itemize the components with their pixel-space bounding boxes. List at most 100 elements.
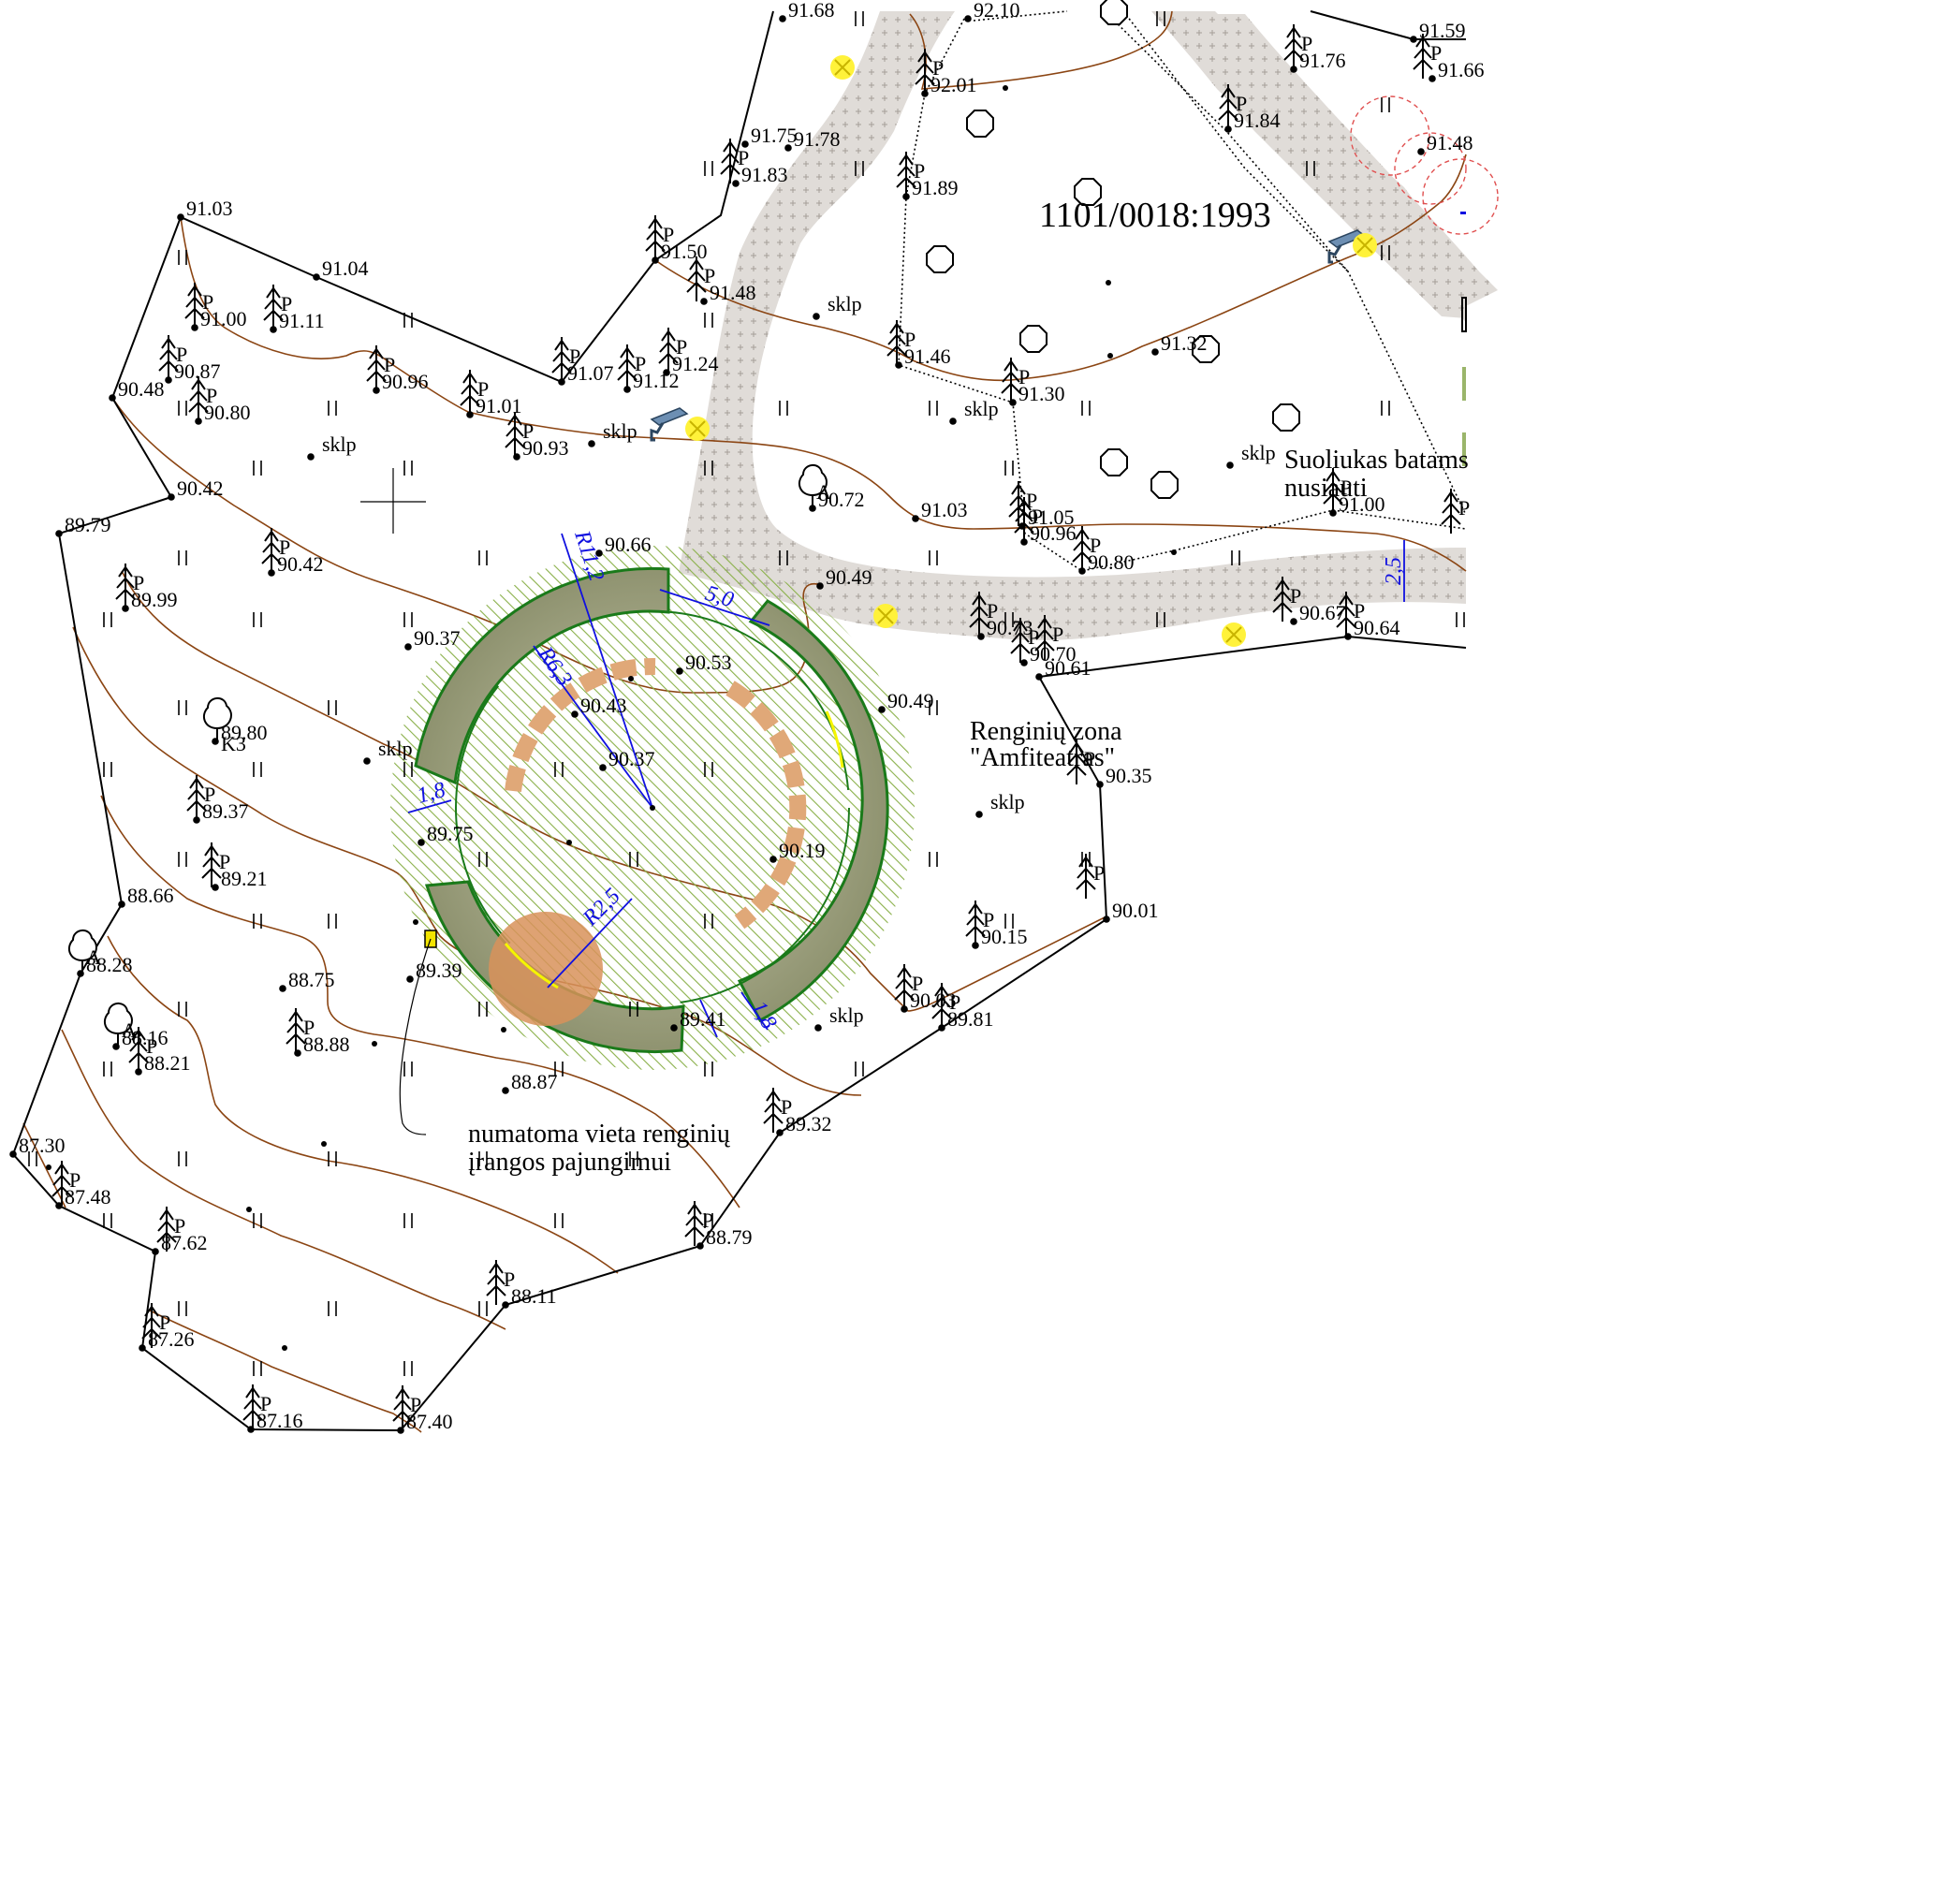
survey-dot xyxy=(246,1207,252,1212)
tree-code-label: P xyxy=(1032,505,1043,528)
elevation-label: 90.37 xyxy=(608,747,655,770)
grass-symbol xyxy=(1004,460,1014,476)
lamp-icon xyxy=(684,416,711,442)
tree-code-label: P xyxy=(504,1267,515,1291)
survey-point xyxy=(595,549,603,557)
survey-point xyxy=(118,901,125,908)
tree-code-label: K3 xyxy=(221,732,246,755)
tree-code-label: P xyxy=(1458,496,1470,520)
amphitheatre-label-line1: Renginių zona xyxy=(970,717,1122,746)
survey-dot xyxy=(650,805,655,811)
tree-code-label: P xyxy=(738,146,749,169)
tree-code-label: P xyxy=(635,352,646,375)
grass-symbol xyxy=(403,460,413,476)
tree-code-label: P xyxy=(663,223,674,246)
basement-label: sklp xyxy=(603,419,637,443)
survey-point xyxy=(418,839,425,846)
tree-code-label: A xyxy=(816,480,831,504)
elevation-label: 91.03 xyxy=(186,197,233,220)
elevation-label: 90.80 xyxy=(204,401,251,424)
grass-symbol xyxy=(929,549,938,566)
elevation-label: 90.67 xyxy=(1299,601,1346,624)
elevation-label: 90.87 xyxy=(174,359,221,383)
elevation-label: 89.21 xyxy=(221,867,268,890)
tree-code-label: P xyxy=(146,1034,157,1058)
tree-code-label: P xyxy=(1301,32,1312,55)
survey-point xyxy=(1429,75,1436,82)
tree-code-label: P xyxy=(477,377,489,401)
elevation-label: 88.87 xyxy=(511,1070,558,1093)
basement-label: sklp xyxy=(829,1003,864,1027)
tree-code-label: P xyxy=(904,328,916,351)
survey-point xyxy=(9,1150,17,1158)
elevation-label: 88.75 xyxy=(288,968,335,991)
survey-dot xyxy=(628,676,634,681)
elevation-label: 89.39 xyxy=(416,959,462,982)
tree-code-label: P xyxy=(1052,622,1063,646)
survey-dot xyxy=(501,1027,506,1033)
survey-point xyxy=(670,1024,678,1032)
elevation-label: 88.16 xyxy=(122,1026,168,1049)
survey-dot xyxy=(1003,85,1008,91)
lamp-icon xyxy=(1221,622,1247,648)
elevation-label: 88.88 xyxy=(303,1033,350,1056)
survey-point xyxy=(741,140,749,148)
tree-code-label: P xyxy=(204,783,215,806)
survey-point xyxy=(1410,36,1417,43)
camera-icon xyxy=(650,406,689,442)
survey-point xyxy=(279,985,286,992)
elevation-label: 91.07 xyxy=(567,361,614,385)
survey-point xyxy=(55,1202,63,1209)
basement-point xyxy=(975,811,983,818)
survey-dot xyxy=(566,840,572,845)
survey-point xyxy=(779,15,786,22)
elevation-label: 91.89 xyxy=(912,176,959,199)
elevation-label: 87.62 xyxy=(161,1231,208,1254)
grass-symbol xyxy=(328,1300,337,1317)
tree-code-label: P xyxy=(174,1214,185,1238)
tree-code-label: P xyxy=(1093,861,1105,885)
grass-symbol xyxy=(704,160,713,177)
elevation-label: 90.53 xyxy=(685,651,732,674)
tree-code-label: P xyxy=(133,571,144,594)
grass-symbol xyxy=(704,312,713,329)
grass-symbol xyxy=(253,1360,262,1377)
grass-symbol xyxy=(178,1300,187,1317)
grass-symbol xyxy=(253,761,262,778)
elevation-label: 91.30 xyxy=(1018,382,1065,405)
elevation-label: 89.81 xyxy=(947,1007,994,1031)
tree-code-label: P xyxy=(1341,476,1352,499)
tree-code-label: P xyxy=(914,159,925,183)
grass-symbol xyxy=(779,400,788,417)
bench-label-line1: Suoliukas batams xyxy=(1284,446,1469,475)
elevation-label: 91.01 xyxy=(476,394,522,417)
grass-symbol xyxy=(554,1212,564,1229)
conifer-tree-icon xyxy=(1001,357,1021,403)
power-label-line2: įrangos pajungimui xyxy=(468,1148,671,1177)
survey-point xyxy=(784,144,792,152)
elevation-label: 90.48 xyxy=(118,377,165,401)
survey-point xyxy=(912,515,919,522)
grass-symbol xyxy=(403,1212,413,1229)
survey-point xyxy=(152,1248,159,1255)
survey-point xyxy=(878,706,886,713)
grass-symbol xyxy=(103,761,112,778)
survey-point xyxy=(1417,148,1425,155)
survey-dot xyxy=(282,1345,287,1351)
elevation-label: 91.03 xyxy=(921,498,968,521)
elevation-label: 91.12 xyxy=(633,369,680,392)
dim-path-width: 2,5 xyxy=(1382,557,1406,585)
power-label-line1: numatoma vieta renginių xyxy=(468,1120,731,1149)
basement-point xyxy=(363,757,371,765)
survey-point xyxy=(816,582,824,590)
tree-code-label: P xyxy=(176,343,187,366)
survey-point xyxy=(599,764,607,771)
elevation-label: 90.49 xyxy=(826,565,872,589)
survey-dot xyxy=(413,919,418,925)
basement-label: sklp xyxy=(828,292,862,315)
survey-point xyxy=(696,1242,704,1250)
elevation-label: 89.80 xyxy=(221,721,268,744)
grass-symbol xyxy=(1381,400,1390,417)
tree-code-label: P xyxy=(1018,365,1030,388)
tree-code-label: P xyxy=(219,850,230,873)
